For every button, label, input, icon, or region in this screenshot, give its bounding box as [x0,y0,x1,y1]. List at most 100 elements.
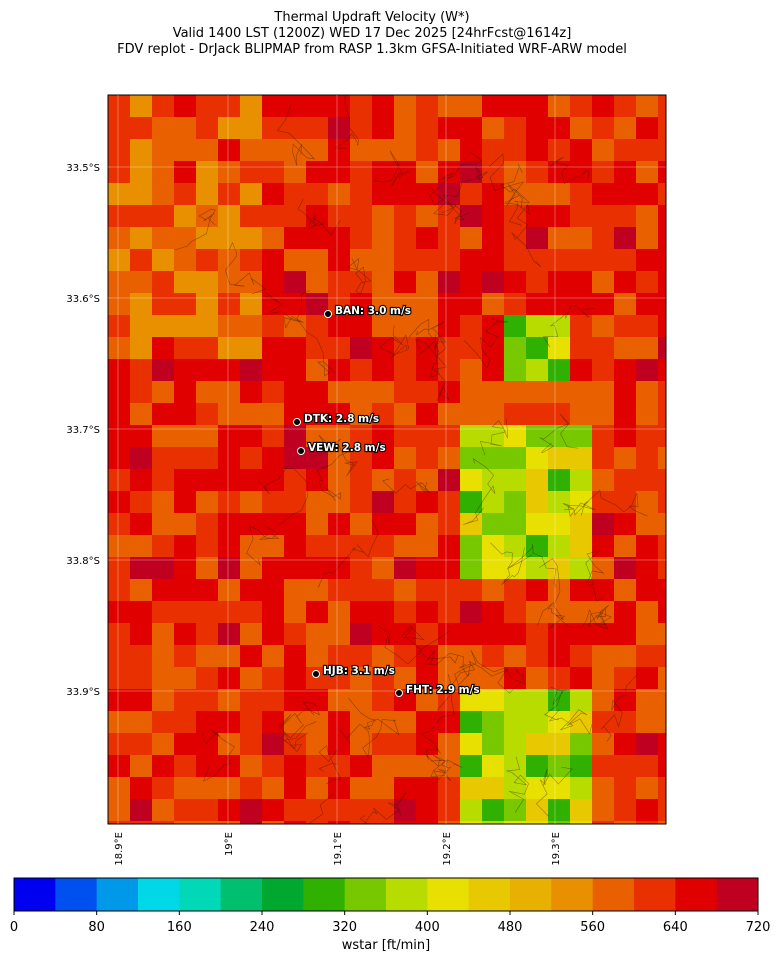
map-cell [548,139,570,161]
colorbar-tick-label: 480 [498,920,523,935]
map-cell [570,755,592,777]
map-cell [240,315,262,337]
map-cell [240,755,262,777]
map-cell [636,139,658,161]
map-cell [196,469,218,491]
map-cell [614,711,636,733]
terrain-contour [339,719,397,758]
map-cell [152,667,174,689]
map-cell [636,205,658,227]
map-cell [262,535,284,557]
map-cell [284,359,306,381]
map-cell [526,95,548,117]
map-cell [482,689,504,711]
colorbar-tick-label: 560 [580,920,605,935]
map-cell [152,579,174,601]
map-cell [614,447,636,469]
map-cell [328,359,350,381]
map-cell [306,733,328,755]
map-cell [196,711,218,733]
map-cell [614,227,636,249]
map-cell [592,777,614,799]
map-cell [218,535,240,557]
map-cell [658,491,666,513]
map-cell [174,425,196,447]
map-cell [196,117,218,139]
map-cell [218,271,240,293]
map-cell [438,667,460,689]
map-cell [526,139,548,161]
map-cell [174,799,196,821]
map-cell [372,733,394,755]
map-cell [460,205,482,227]
map-cell [658,535,666,557]
map-cell [394,337,416,359]
map-cell [108,249,130,271]
map-cell [526,491,548,513]
map-cell [460,161,482,183]
map-cell [482,491,504,513]
map-cell [372,359,394,381]
map-cell [614,821,636,824]
map-cell [218,337,240,359]
map-cell [504,95,526,117]
terrain-contour [580,489,648,517]
map-cell [548,689,570,711]
map-cell [218,447,240,469]
map-cell [658,161,666,183]
map-cell [240,689,262,711]
map-cell [108,227,130,249]
map-cell [504,821,526,824]
map-cell [196,755,218,777]
map-cell [548,161,570,183]
map-cell [504,271,526,293]
map-cell [108,337,130,359]
map-cell [658,381,666,403]
map-cell [416,513,438,535]
terrain-contour [585,550,605,602]
map-cell [350,139,372,161]
map-cell [130,667,152,689]
map-cell [592,733,614,755]
map-cell [240,425,262,447]
map-cell [328,535,350,557]
station-marker [324,310,332,318]
map-cell [108,733,130,755]
map-cell [218,205,240,227]
map-cell [240,249,262,271]
map-cell [152,733,174,755]
map-cell [526,227,548,249]
map-cell [614,733,636,755]
map-cell [372,271,394,293]
map-cell [174,139,196,161]
map-cell [394,601,416,623]
map-cell [130,711,152,733]
map-cell [592,183,614,205]
map-cell [416,205,438,227]
map-cell [394,535,416,557]
map-cell [108,139,130,161]
map-cell [504,425,526,447]
map-cell [526,447,548,469]
terrain-contour [225,241,267,295]
map-cell [658,799,666,821]
map-cell [328,227,350,249]
map-cell [328,183,350,205]
map-cell [240,711,262,733]
map-cell [526,359,548,381]
map-cell [350,755,372,777]
map-cell [592,557,614,579]
map-cell [658,755,666,777]
map-cell [152,535,174,557]
map-cell [372,425,394,447]
map-cell [174,381,196,403]
map-cell [416,799,438,821]
map-cell [416,293,438,315]
map-cell [196,623,218,645]
map-cell [438,139,460,161]
map-cell [614,579,636,601]
map-cell [416,777,438,799]
map-cell [592,623,614,645]
map-cell [570,95,592,117]
map-cell [196,227,218,249]
